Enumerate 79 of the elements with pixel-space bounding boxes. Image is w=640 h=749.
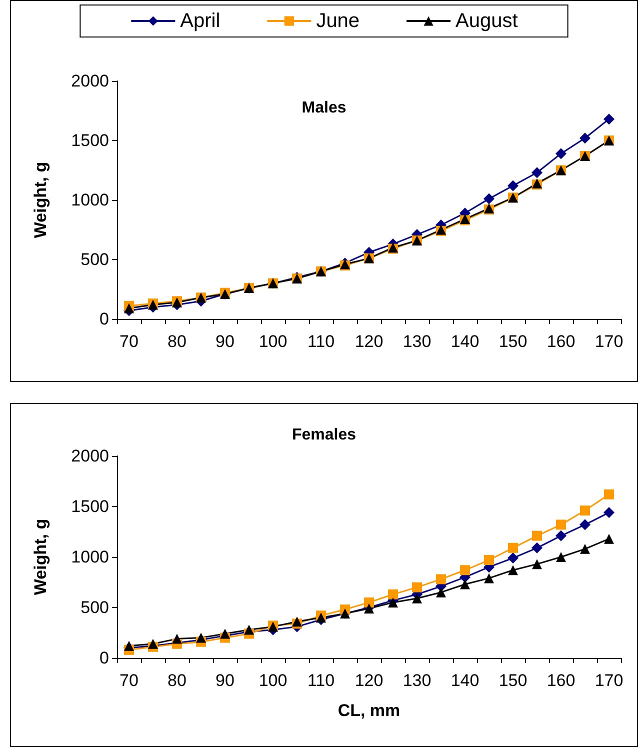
x-tick-label: 110 <box>307 332 335 351</box>
point <box>484 193 494 204</box>
x-tick-label: 160 <box>546 332 576 351</box>
point <box>460 565 470 576</box>
y-tick-label: 500 <box>80 250 109 269</box>
x-tick-label: 100 <box>258 671 288 690</box>
point <box>556 552 566 562</box>
point <box>532 542 542 554</box>
point <box>220 628 230 639</box>
y-tick-label: 0 <box>100 648 109 668</box>
legend-label: August <box>456 10 518 32</box>
x-tick-label: 130 <box>402 332 432 351</box>
text: Males <box>302 100 346 116</box>
point <box>148 638 158 649</box>
point <box>508 180 518 192</box>
point <box>556 530 566 542</box>
point <box>556 520 566 530</box>
point <box>532 559 542 570</box>
x-tick-label: 100 <box>258 332 288 351</box>
point <box>172 634 182 644</box>
y-tick-label: 1500 <box>71 497 109 516</box>
x-tick-label: 80 <box>168 332 186 351</box>
point <box>532 530 542 541</box>
y-tick-label: 1500 <box>71 131 109 150</box>
x-tick-label: 70 <box>120 332 138 351</box>
y-tick-label: 1000 <box>71 548 109 566</box>
point <box>580 132 590 144</box>
x-tick-label: 140 <box>450 332 480 351</box>
point <box>604 114 614 125</box>
y-tick-label: 2000 <box>71 446 109 466</box>
point <box>460 579 470 590</box>
point <box>388 589 398 600</box>
x-tick-label: 70 <box>120 671 138 690</box>
y-axis-title: Weight, g <box>31 518 50 596</box>
point <box>412 593 422 604</box>
point <box>580 519 590 530</box>
y-axis-title: Weight, g <box>31 162 50 238</box>
point <box>580 506 590 516</box>
point <box>508 552 518 564</box>
x-tick-label: 90 <box>216 332 234 351</box>
x-tick-label: 150 <box>498 671 528 690</box>
x-tick-label: 120 <box>354 671 384 690</box>
y-tick-label: 2000 <box>71 72 109 90</box>
point <box>484 573 494 584</box>
legend-label: June <box>316 10 360 32</box>
x-tick-label: 150 <box>498 332 528 351</box>
y-tick-label: 0 <box>100 310 109 328</box>
point <box>508 542 518 553</box>
point <box>436 574 446 584</box>
x-tick-label: 160 <box>546 671 576 690</box>
point <box>244 624 254 635</box>
x-tick-label: 90 <box>216 671 234 690</box>
x-tick-label: 80 <box>168 671 186 690</box>
point <box>124 640 134 651</box>
point <box>412 582 422 592</box>
point <box>388 597 398 608</box>
chart-title: Females <box>292 426 356 444</box>
point <box>604 489 614 500</box>
point <box>604 507 614 518</box>
point <box>484 555 494 566</box>
point <box>196 632 206 643</box>
y-tick-label: 500 <box>80 598 109 617</box>
x-axis-title: CL, mm <box>338 701 400 720</box>
x-tick-label: 170 <box>594 332 624 351</box>
legend-label: April <box>180 10 220 32</box>
point <box>364 597 374 608</box>
x-tick-label: 170 <box>594 671 624 690</box>
x-tick-label: 120 <box>354 332 384 351</box>
x-tick-label: 110 <box>307 671 335 690</box>
point <box>604 534 614 544</box>
point <box>508 565 518 576</box>
point <box>556 148 566 160</box>
x-tick-label: 130 <box>402 671 432 690</box>
y-tick-label: 1000 <box>71 190 109 210</box>
point <box>532 167 542 178</box>
point <box>580 544 590 554</box>
point <box>124 303 134 314</box>
x-tick-label: 140 <box>450 671 480 690</box>
point <box>436 587 446 598</box>
